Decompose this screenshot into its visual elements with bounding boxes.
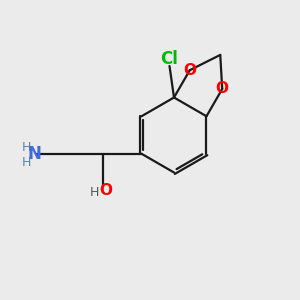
Text: Cl: Cl: [160, 50, 178, 68]
Text: O: O: [216, 82, 229, 97]
Text: H: H: [22, 156, 32, 169]
Text: O: O: [183, 63, 196, 78]
Text: H: H: [89, 186, 99, 199]
Text: O: O: [100, 183, 112, 198]
Text: H: H: [22, 141, 32, 154]
Text: N: N: [27, 145, 41, 163]
